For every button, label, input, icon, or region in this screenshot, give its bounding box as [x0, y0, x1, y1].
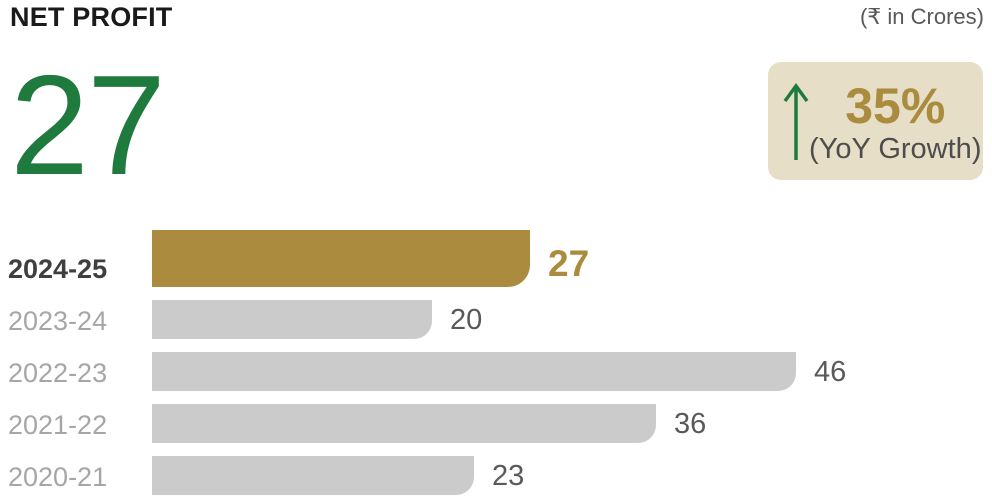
bar-value: 46 — [814, 356, 847, 389]
unit-note: (₹ in Crores) — [859, 4, 984, 29]
bar-row: 2022-23 46 — [0, 352, 992, 391]
bar-row: 2023-24 20 — [0, 300, 992, 339]
bar-year-label: 2022-23 — [8, 357, 108, 388]
bar-value: 36 — [674, 408, 707, 441]
yoy-growth-label: (YoY Growth) — [809, 133, 982, 166]
yoy-growth-badge: 35% (YoY Growth) — [768, 62, 983, 180]
page-title: NET PROFIT — [10, 2, 173, 32]
bar — [152, 352, 796, 391]
bar — [152, 404, 656, 443]
bar-year-label: 2023-24 — [8, 305, 108, 336]
bar-year-label: 2020-21 — [8, 461, 108, 492]
bar — [152, 230, 530, 287]
bar-row: 2024-25 27 — [0, 230, 992, 287]
yoy-growth-text: 35% (YoY Growth) — [809, 81, 981, 164]
bar-value: 27 — [548, 243, 590, 285]
bar-row: 2021-22 36 — [0, 404, 992, 443]
bar — [152, 300, 432, 339]
kpi-net-profit-value: 27 — [10, 46, 166, 205]
bar-year-label: 2024-25 — [8, 253, 108, 284]
bar-year-label: 2021-22 — [8, 409, 108, 440]
bar-value: 20 — [450, 304, 483, 337]
yoy-growth-percent: 35% — [845, 78, 946, 135]
bar-row: 2020-21 23 — [0, 456, 992, 495]
net-profit-bar-chart: 2024-25 27 2023-24 20 2022-23 46 2021-22 36 2020… — [0, 230, 992, 504]
up-arrow-icon — [781, 82, 809, 167]
bar-value: 23 — [492, 460, 525, 493]
bar — [152, 456, 474, 495]
bar-rows: 2024-25 27 2023-24 20 2022-23 46 2021-22 36 2020… — [0, 230, 992, 495]
